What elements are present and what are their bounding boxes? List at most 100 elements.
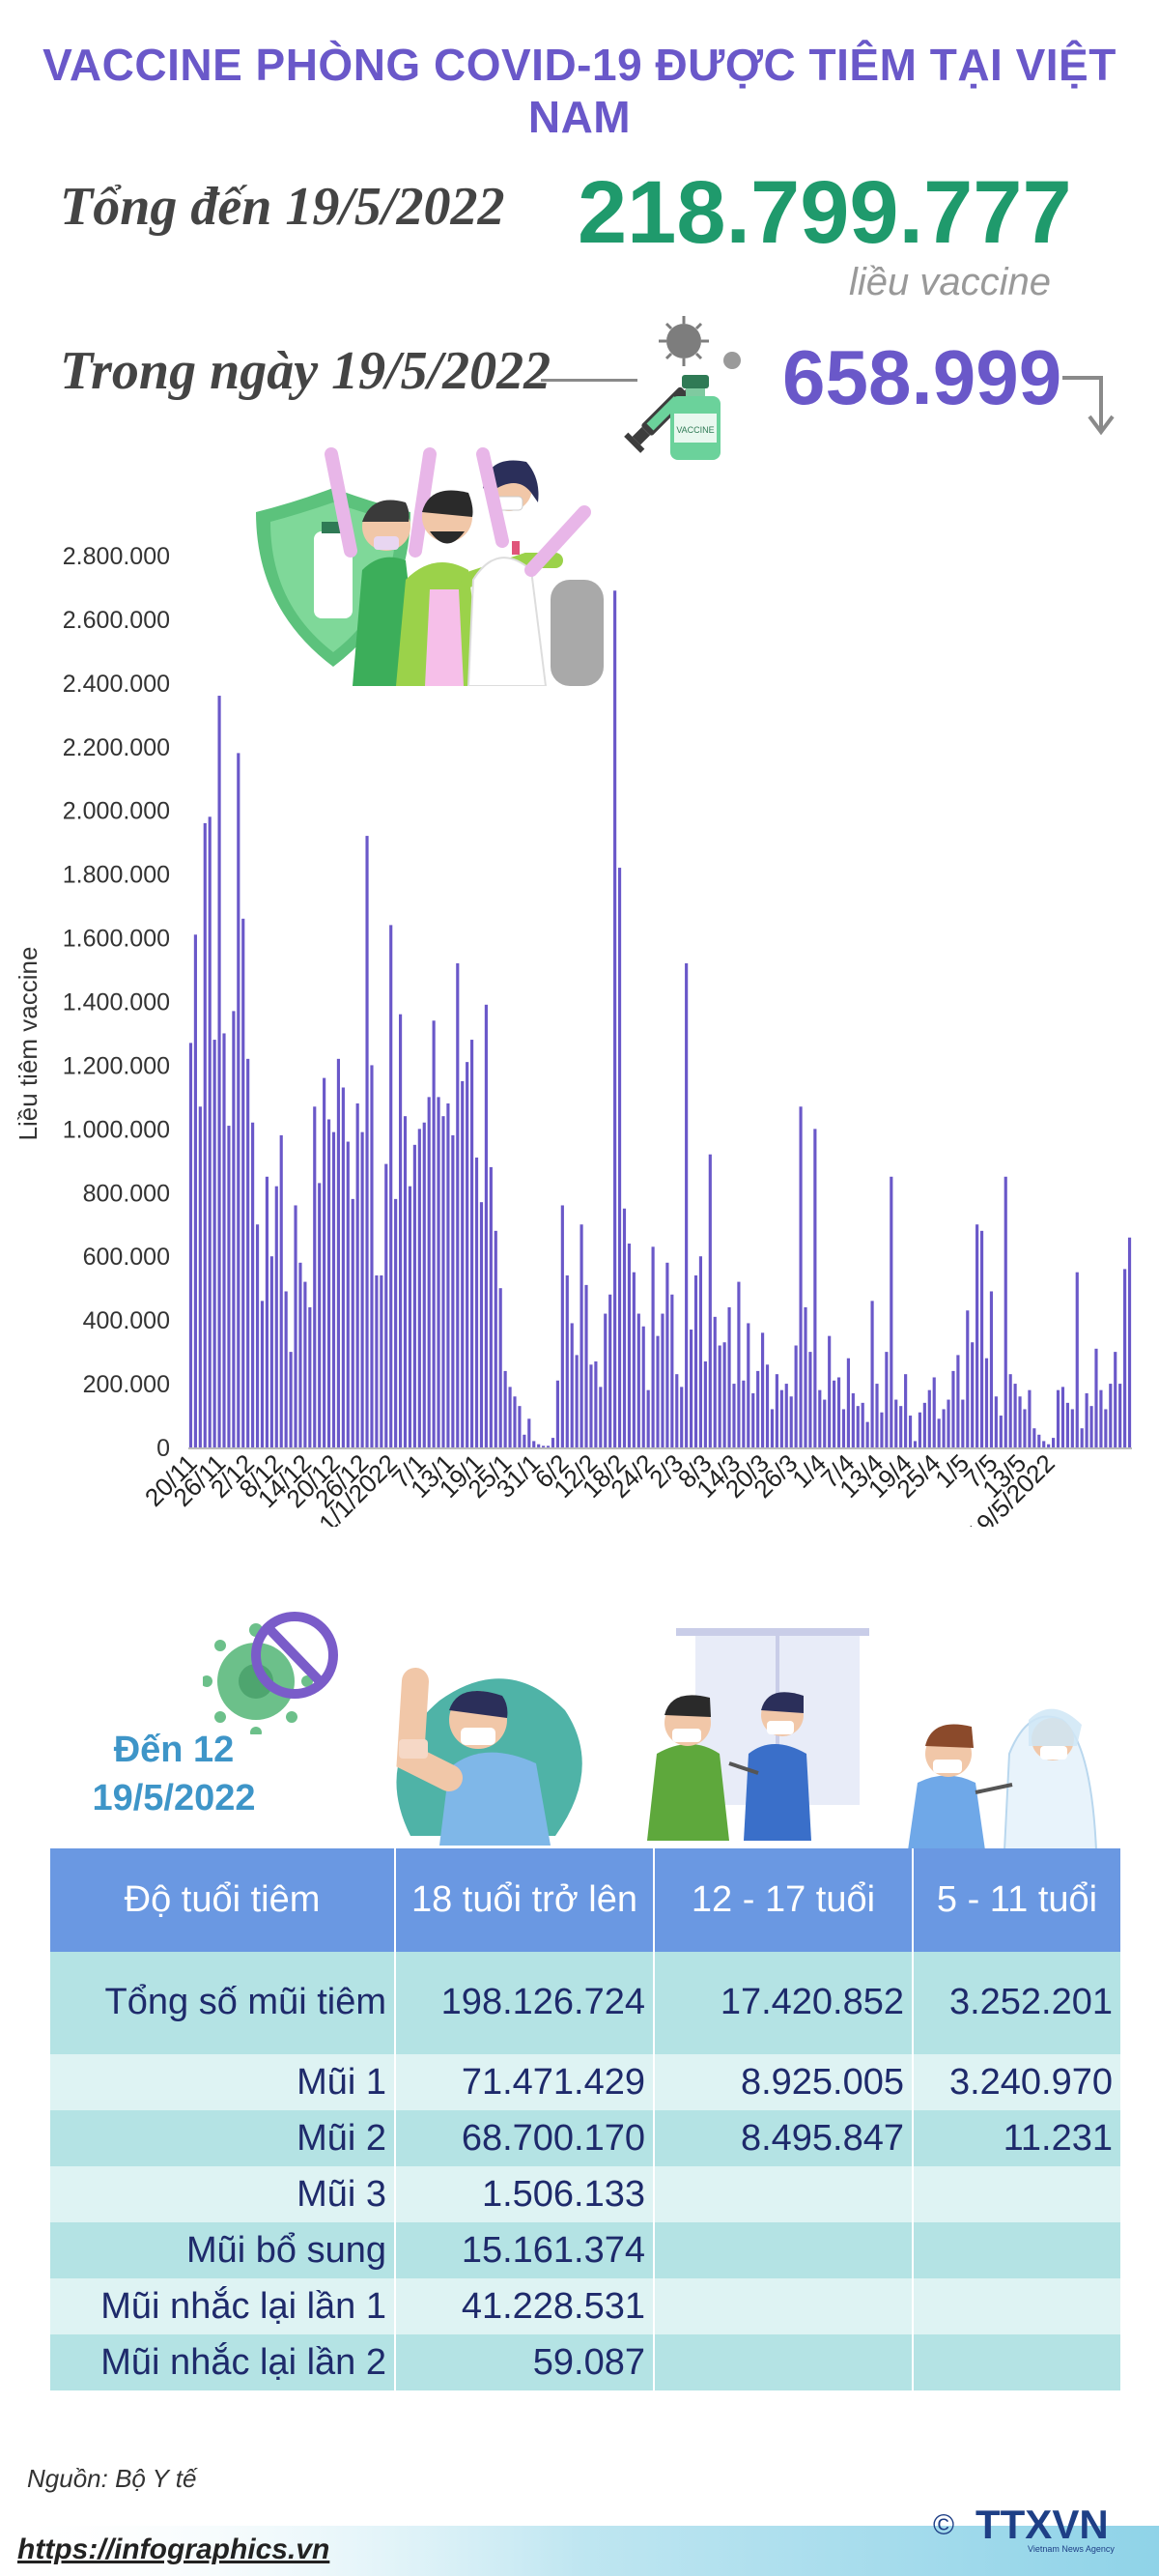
bar	[604, 1313, 608, 1447]
bar	[489, 1166, 493, 1447]
bar	[841, 1409, 846, 1447]
bar	[551, 1438, 555, 1447]
bar	[565, 1274, 569, 1447]
header-5-11: 5 - 11 tuổi	[913, 1848, 1122, 1952]
bar	[942, 1409, 946, 1447]
bar	[1114, 1352, 1117, 1447]
y-tick-label: 400.000	[83, 1307, 170, 1334]
bar	[518, 1406, 522, 1447]
bar	[1104, 1409, 1108, 1447]
bar	[1070, 1409, 1074, 1447]
footer-bar	[0, 2526, 1159, 2576]
bar	[241, 918, 245, 1447]
bar	[308, 1306, 312, 1447]
bar	[560, 1205, 564, 1447]
bar	[1018, 1396, 1022, 1447]
bar	[904, 1374, 908, 1447]
cell-18-plus: 68.700.170	[395, 2110, 655, 2166]
bar	[751, 1392, 755, 1447]
cell-12-17: 17.420.852	[654, 1952, 914, 2054]
bar	[479, 1202, 484, 1447]
dose-table: Độ tuổi tiêm 18 tuổi trở lên 12 - 17 tuổ…	[50, 1848, 1122, 2390]
bar	[451, 1134, 455, 1447]
cell-18-plus: 71.471.429	[395, 2054, 655, 2110]
row-label: Tổng số mũi tiêm	[50, 1952, 396, 2054]
bar	[384, 1163, 388, 1447]
header-age: Độ tuổi tiêm	[50, 1848, 396, 1952]
bar	[355, 1102, 359, 1447]
table-row: Tổng số mũi tiêm 198.126.724 17.420.852 …	[50, 1952, 1122, 2054]
y-tick-label: 2.800.000	[63, 543, 170, 570]
table-date-line2: 19/5/2022	[92, 1778, 256, 1818]
bar	[971, 1342, 975, 1447]
bar	[899, 1406, 903, 1447]
cell-5-11: 3.252.201	[913, 1952, 1122, 2054]
bar	[542, 1445, 546, 1447]
bar	[412, 1144, 416, 1447]
bar	[456, 962, 460, 1447]
bar	[1023, 1409, 1027, 1447]
bar	[341, 1087, 345, 1447]
bar	[203, 822, 207, 1447]
bar	[326, 1119, 331, 1447]
y-tick-label: 1.000.000	[63, 1116, 170, 1143]
table-header-row: Độ tuổi tiêm 18 tuổi trở lên 12 - 17 tuổ…	[50, 1848, 1122, 1952]
bar	[331, 1131, 336, 1447]
bar	[417, 1129, 421, 1447]
bar	[408, 1186, 412, 1447]
bar	[1004, 1176, 1007, 1447]
bar	[808, 1352, 812, 1447]
bar	[675, 1374, 679, 1447]
footer-link[interactable]: https://infographics.vn	[17, 2533, 330, 2565]
bar	[193, 934, 197, 1447]
day-label: Trong ngày 19/5/2022	[60, 341, 551, 401]
bar	[1118, 1384, 1122, 1447]
bar	[813, 1129, 817, 1447]
bar	[1008, 1374, 1012, 1447]
bar	[441, 1116, 445, 1447]
bar	[474, 1158, 479, 1447]
y-tick-label: 600.000	[83, 1244, 170, 1271]
bar	[999, 1416, 1003, 1447]
bar	[532, 1441, 536, 1447]
table-row: Mũi 2 68.700.170 8.495.847 11.231	[50, 2110, 1122, 2166]
bar	[656, 1335, 660, 1448]
bar	[613, 590, 617, 1447]
y-tick-label: 1.600.000	[63, 926, 170, 953]
bar	[608, 1294, 612, 1447]
bar	[937, 1418, 941, 1447]
bar	[484, 1004, 488, 1447]
bar	[661, 1313, 664, 1447]
bar	[836, 1377, 841, 1447]
y-tick-label: 1.200.000	[63, 1052, 170, 1079]
cell-12-17	[654, 2166, 914, 2222]
y-tick-label: 2.000.000	[63, 798, 170, 825]
bar	[703, 1361, 707, 1447]
cell-12-17	[654, 2278, 914, 2334]
cell-18-plus: 59.087	[395, 2334, 655, 2390]
no-virus-icon	[203, 1612, 338, 1734]
bar	[932, 1377, 936, 1447]
bar	[1085, 1392, 1088, 1447]
bar	[260, 1301, 265, 1447]
bar	[747, 1323, 750, 1447]
bar	[232, 1011, 236, 1447]
bar	[761, 1332, 765, 1447]
cell-18-plus: 198.126.724	[395, 1952, 655, 2054]
logo-text: TTXVN	[975, 2502, 1109, 2547]
bar	[804, 1306, 807, 1447]
bar	[394, 1198, 398, 1447]
cell-12-17: 8.925.005	[654, 2054, 914, 2110]
bar	[198, 1106, 202, 1447]
bar	[918, 1412, 921, 1447]
bar	[346, 1141, 350, 1447]
bar	[1065, 1402, 1069, 1447]
bar	[727, 1306, 731, 1447]
y-tick-label: 2.200.000	[63, 734, 170, 761]
bar	[670, 1294, 674, 1447]
cell-5-11: 11.231	[913, 2110, 1122, 2166]
bar	[784, 1384, 788, 1447]
bar	[722, 1342, 726, 1447]
bar	[246, 1058, 250, 1447]
bar	[875, 1384, 879, 1447]
